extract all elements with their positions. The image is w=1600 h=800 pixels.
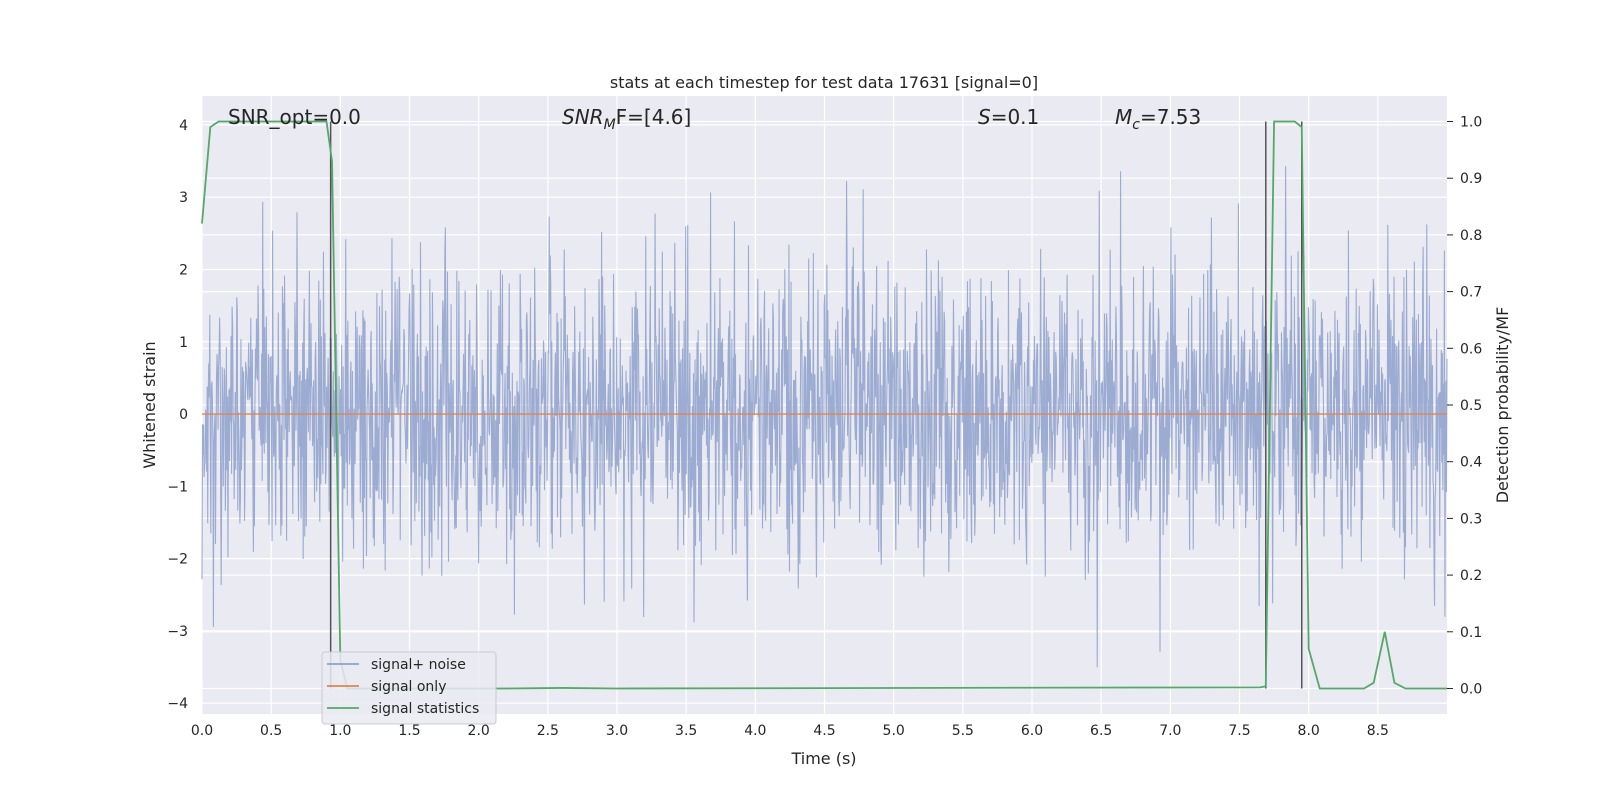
y2-tick-label: 0.9 — [1460, 171, 1482, 187]
y2-tick-label: 0.0 — [1460, 681, 1482, 697]
x-axis-label: Time (s) — [790, 749, 856, 768]
y2-tick-label: 0.2 — [1460, 568, 1482, 584]
x-tick-label: 6.5 — [1090, 723, 1112, 739]
x-tick-label: 5.5 — [952, 723, 974, 739]
x-tick-label: 1.5 — [398, 723, 420, 739]
y-tick-label: 0 — [179, 407, 188, 423]
y2-tick-label: 0.5 — [1460, 398, 1482, 414]
vertical-markers — [329, 121, 1303, 689]
y-tick-label: −3 — [167, 624, 188, 640]
y-axis-label: Whitened strain — [140, 341, 159, 468]
snr-mf-rest: F=[4.6] — [616, 105, 692, 129]
y2-tick-label: 0.1 — [1460, 625, 1482, 641]
x-tick-label: 3.0 — [606, 723, 628, 739]
y-tick-label: 4 — [179, 118, 188, 134]
annotation-s: S=0.1 — [978, 105, 1039, 129]
x-tick-label: 0.5 — [260, 723, 282, 739]
legend-box — [321, 651, 497, 725]
y-tick-label: −4 — [167, 696, 188, 712]
y2-tick-label: 1.0 — [1460, 115, 1482, 131]
annotation-mc: Mc=7.53 — [1115, 105, 1201, 133]
y-tick-label: 3 — [179, 190, 188, 206]
y-tick-label: −2 — [167, 552, 188, 568]
x-tick-label: 2.0 — [468, 723, 490, 739]
legend-label-signal-noise: signal+ noise — [371, 657, 466, 673]
s-symbol: S — [978, 105, 991, 129]
y2-axis-label: Detection probability/MF — [1493, 307, 1512, 504]
tick-labels: 0.0 0.5 1.0 1.5 2.0 2.5 3.0 3.5 4.0 4.5 5.0 5.5 6.0 6… — [167, 115, 1482, 739]
legend-label-signal-statistics: signal statistics — [371, 701, 479, 717]
y2-tick-label: 0.3 — [1460, 511, 1482, 527]
signal-statistics-line — [201, 120, 1447, 690]
x-tick-label: 1.0 — [329, 723, 351, 739]
annotation-snr-opt: SNR_opt=0.0 — [228, 105, 361, 129]
legend-label-signal-only: signal only — [371, 679, 446, 695]
series-signal-noise — [201, 166, 1448, 668]
x-tick-label: 0.0 — [191, 723, 213, 739]
mc-value: =7.53 — [1140, 105, 1201, 129]
mc-base: M — [1115, 105, 1132, 129]
snr-mf-base: SNR — [562, 105, 604, 129]
mc-sub: c — [1132, 117, 1140, 133]
signal-noise-line — [201, 166, 1448, 668]
annotation-snr-mf: SNRMF=[4.6] — [562, 105, 691, 133]
y2-tick-label: 0.4 — [1460, 455, 1482, 471]
x-tick-label: 4.5 — [813, 723, 835, 739]
snr-mf-sub: M — [604, 117, 616, 133]
y2-tick-label: 0.7 — [1460, 285, 1482, 301]
y-tick-label: −1 — [167, 479, 188, 495]
chart-title: stats at each timestep for test data 176… — [610, 73, 1038, 92]
series-signal-statistics — [201, 120, 1447, 690]
x-tick-label: 6.0 — [1021, 723, 1043, 739]
x-tick-label: 5.0 — [883, 723, 905, 739]
x-tick-label: 7.0 — [1159, 723, 1181, 739]
x-tick-label: 7.5 — [1228, 723, 1250, 739]
legend: signal+ noise signal only signal statist… — [321, 651, 497, 725]
x-tick-label: 8.0 — [1298, 723, 1320, 739]
y-tick-label: 2 — [179, 262, 188, 278]
y-tick-label: 1 — [179, 335, 188, 351]
s-value: =0.1 — [991, 105, 1040, 129]
x-tick-label: 3.5 — [675, 723, 697, 739]
x-tick-label: 2.5 — [537, 723, 559, 739]
x-tick-label: 8.5 — [1367, 723, 1389, 739]
y2-tick-label: 0.8 — [1460, 228, 1482, 244]
y2-tick-label: 0.6 — [1460, 341, 1482, 357]
x-tick-label: 4.0 — [744, 723, 766, 739]
